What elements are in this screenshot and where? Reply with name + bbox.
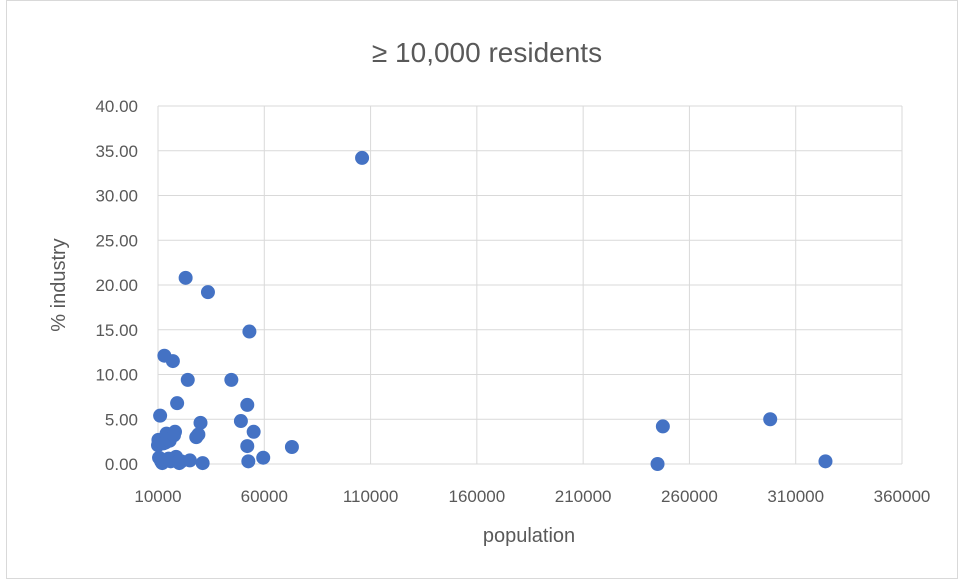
data-points	[151, 150, 833, 471]
x-tick-label: 360000	[874, 487, 931, 506]
data-point	[195, 456, 210, 471]
x-tick-label: 110000	[343, 487, 398, 506]
data-point	[284, 439, 299, 454]
x-axis-title: population	[483, 525, 575, 547]
x-tick-label: 260000	[661, 487, 718, 506]
data-point	[178, 270, 193, 285]
data-point	[168, 424, 183, 439]
data-point	[246, 424, 261, 439]
y-tick-label: 0.00	[105, 455, 138, 474]
data-point	[153, 408, 168, 423]
data-point	[655, 419, 670, 434]
data-point	[193, 415, 208, 430]
x-tick-label: 310000	[767, 487, 824, 506]
data-point	[650, 457, 665, 471]
chart-area	[6, 0, 958, 579]
x-axis-tick-labels: 10000 60000 110000 160000 210000 260000 310000…	[134, 487, 930, 506]
y-tick-label: 30.00	[95, 187, 138, 206]
data-point	[256, 450, 271, 465]
data-point	[241, 454, 256, 469]
y-axis-tick-labels: 0.00 5.00 10.00 15.00 20.00 25.00 30.00 35.00 40…	[95, 97, 138, 474]
data-point	[182, 453, 197, 468]
y-tick-label: 10.00	[95, 366, 138, 385]
data-point	[180, 372, 195, 387]
data-point	[170, 396, 185, 411]
y-tick-label: 25.00	[95, 231, 138, 250]
y-tick-label: 35.00	[95, 142, 138, 161]
x-tick-label: 210000	[555, 487, 612, 506]
data-point	[818, 454, 833, 469]
data-point	[763, 412, 778, 427]
y-tick-label: 40.00	[95, 97, 138, 116]
data-point	[240, 397, 255, 412]
y-axis-title: % industry	[48, 238, 70, 331]
x-tick-label: 60000	[241, 487, 288, 506]
y-tick-label: 15.00	[95, 321, 138, 340]
data-point	[165, 354, 180, 369]
data-point	[240, 439, 255, 454]
data-point	[191, 427, 206, 442]
x-tick-label: 160000	[448, 487, 505, 506]
data-point	[200, 285, 215, 300]
x-tick-label: 10000	[134, 487, 181, 506]
y-tick-label: 5.00	[105, 410, 138, 429]
data-point	[224, 372, 239, 387]
chart-title: ≥ 10,000 residents	[372, 37, 602, 68]
data-point	[242, 324, 257, 339]
gridlines	[157, 105, 903, 465]
data-point	[355, 150, 370, 165]
data-point	[233, 414, 248, 429]
y-tick-label: 20.00	[95, 276, 138, 295]
